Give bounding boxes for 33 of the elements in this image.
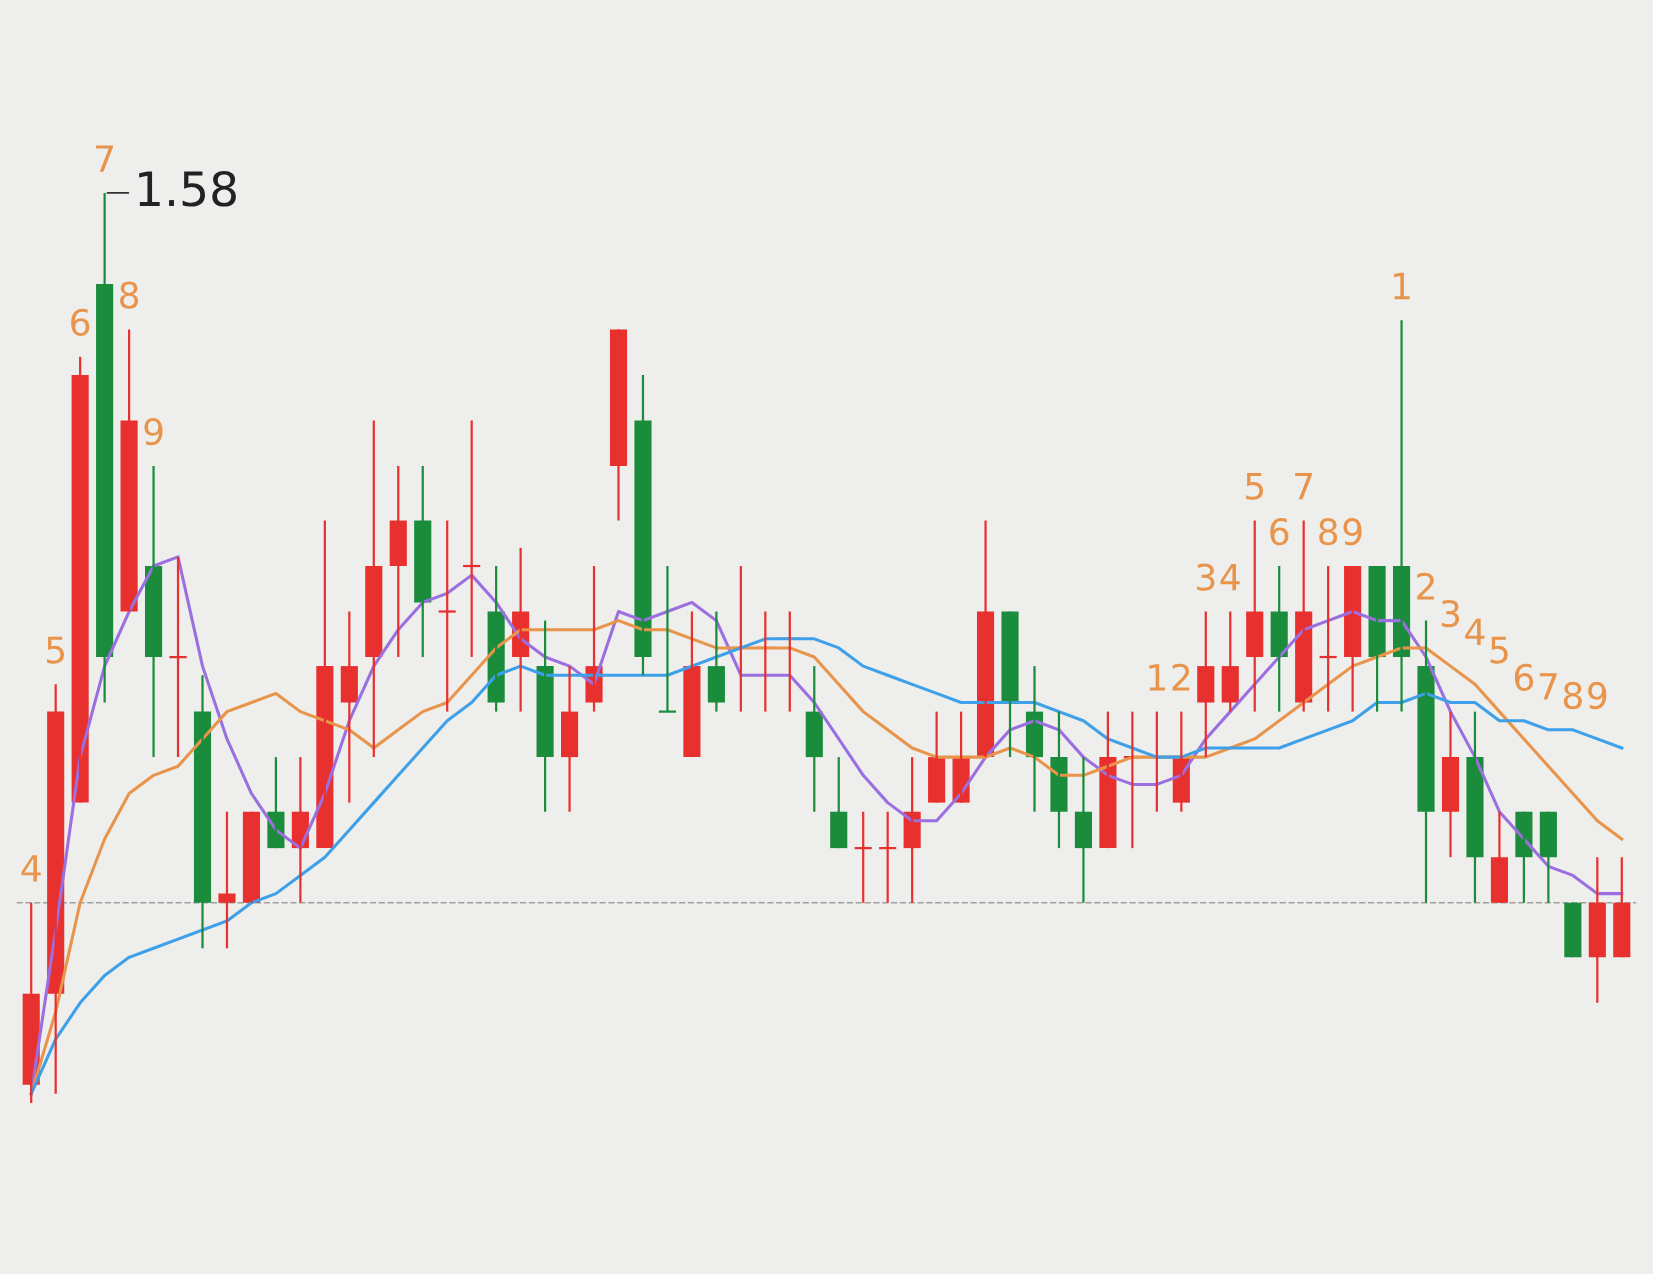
- text: 2: [1172, 663, 1190, 691]
- text: 6: [71, 308, 90, 337]
- text: 4: [1465, 618, 1485, 645]
- text: 8: [1319, 518, 1338, 546]
- text: 3: [1197, 563, 1215, 591]
- text: 9: [144, 417, 163, 446]
- candlestick: [437, 519, 457, 713]
- text: 3: [1441, 599, 1460, 628]
- text: 2: [1417, 572, 1434, 600]
- candlestick: [218, 810, 236, 950]
- candlestick: [1466, 710, 1484, 904]
- text: 9: [1343, 518, 1362, 546]
- text: 5: [46, 636, 65, 664]
- annotation: 1.58: [139, 170, 236, 207]
- text: 1: [1149, 664, 1165, 691]
- text: 6: [1514, 663, 1534, 691]
- candlestick: [1417, 619, 1435, 904]
- text: 1: [1394, 272, 1410, 300]
- text: 7: [1295, 473, 1313, 500]
- text: 7: [96, 145, 114, 172]
- text: 9: [1588, 681, 1607, 710]
- text: 4: [21, 855, 41, 882]
- text: 5: [1246, 473, 1264, 500]
- text: 4: [1220, 564, 1240, 591]
- text: 5: [1490, 636, 1508, 664]
- text: 8: [120, 281, 139, 309]
- text: 6: [1270, 518, 1289, 546]
- candlestick: [242, 810, 261, 904]
- text: 8: [1563, 681, 1582, 710]
- candlestick: [634, 373, 652, 677]
- text: 7: [1539, 673, 1557, 700]
- candlestick: [1564, 901, 1582, 959]
- candlestick: [1001, 610, 1019, 759]
